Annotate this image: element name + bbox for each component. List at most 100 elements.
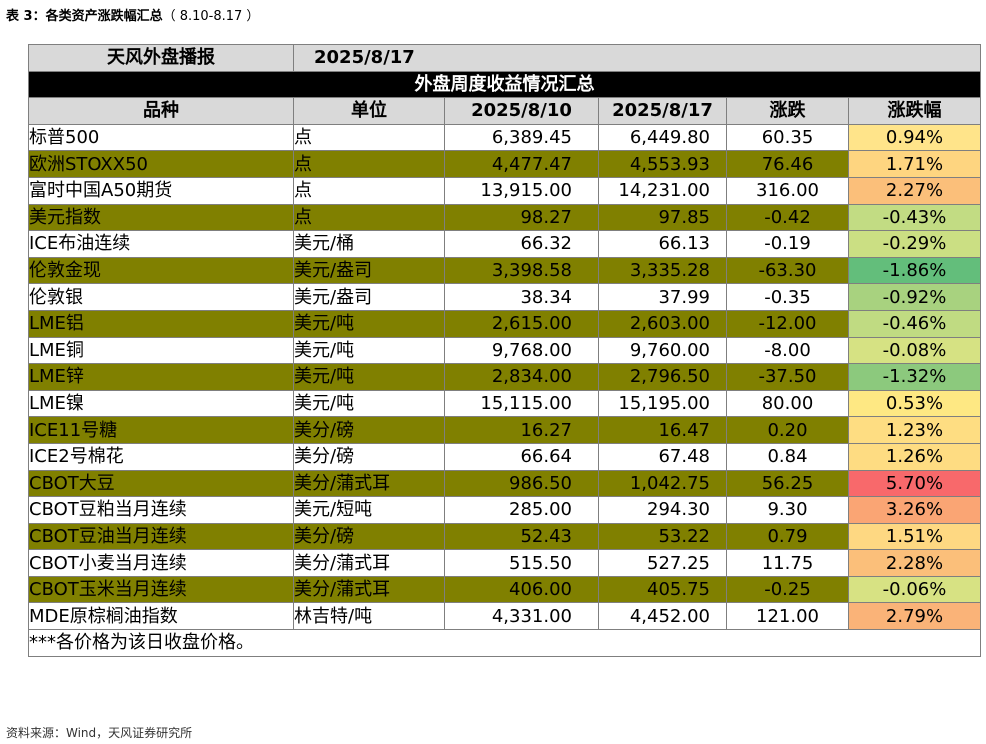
- change-value: -12.00: [726, 309, 849, 338]
- change-pct: 2.28%: [847, 549, 982, 577]
- curr-close: 1,042.75: [598, 469, 727, 498]
- change-value: 80.00: [726, 389, 849, 418]
- table-row: 欧洲STOXX50 点 4,477.47 4,553.93 76.46 1.71%: [28, 150, 982, 178]
- asset-name: ICE11号糖: [28, 416, 294, 444]
- curr-close: 67.48: [598, 442, 727, 471]
- asset-name: 伦敦金现: [28, 256, 294, 285]
- table-row: ICE2号棉花 美分/磅 66.64 67.48 0.84 1.26%: [28, 442, 982, 471]
- table-row: LME锌 美元/吨 2,834.00 2,796.50 -37.50 -1.32%: [28, 363, 982, 391]
- asset-name: ICE2号棉花: [28, 442, 294, 471]
- asset-name: 标普500: [28, 123, 294, 152]
- asset-name: CBOT小麦当月连续: [28, 549, 294, 577]
- change-value: 76.46: [726, 150, 849, 178]
- asset-unit: 美元/桶: [293, 230, 445, 258]
- prev-close: 9,768.00: [444, 336, 599, 365]
- asset-name: CBOT玉米当月连续: [28, 575, 294, 604]
- asset-unit: 美分/磅: [293, 522, 445, 551]
- table-row: CBOT玉米当月连续 美分/蒲式耳 406.00 405.75 -0.25 -0.06%: [28, 575, 982, 604]
- report-title: 外盘周度收益情况汇总: [27, 70, 982, 99]
- asset-name: CBOT豆粕当月连续: [28, 496, 294, 524]
- prev-close: 4,477.47: [444, 150, 599, 178]
- change-value: 0.84: [726, 442, 849, 471]
- asset-unit: 点: [293, 123, 445, 152]
- curr-close: 294.30: [598, 496, 727, 524]
- prev-close: 98.27: [444, 203, 599, 232]
- asset-name: LME铜: [28, 336, 294, 365]
- asset-name: 美元指数: [28, 203, 294, 232]
- prev-close: 285.00: [444, 496, 599, 524]
- table-row: CBOT豆油当月连续 美分/磅 52.43 53.22 0.79 1.51%: [28, 522, 982, 551]
- change-pct: -0.43%: [847, 203, 982, 232]
- caption-range: （ 8.10-8.17 ）: [162, 9, 260, 24]
- asset-unit: 点: [293, 150, 445, 178]
- asset-name: LME铝: [28, 309, 294, 338]
- prev-close: 13,915.00: [444, 176, 599, 205]
- table-row: MDE原棕榈油指数 林吉特/吨 4,331.00 4,452.00 121.00 2.79…: [28, 602, 982, 631]
- change-value: -37.50: [726, 363, 849, 391]
- asset-unit: 美元/吨: [293, 363, 445, 391]
- change-value: -0.19: [726, 230, 849, 258]
- prev-close: 38.34: [444, 283, 599, 311]
- asset-name: 欧洲STOXX50: [28, 150, 294, 178]
- header-change-pct: 涨跌幅: [847, 97, 982, 125]
- table-row: 富时中国A50期货点 13,915.00 14,231.00 316.00 2.27%: [28, 176, 982, 205]
- change-pct: 1.26%: [847, 442, 982, 471]
- report-title-row: 外盘周度收益情况汇总: [27, 70, 982, 99]
- change-value: -0.25: [726, 575, 849, 604]
- note-row: ***各价格为该日收盘价格。: [27, 629, 982, 657]
- table-row: LME铜 美元/吨 9,768.00 9,760.00 -8.00 -0.08%: [28, 336, 982, 365]
- curr-close: 14,231.00: [598, 176, 727, 205]
- change-pct: 2.79%: [847, 602, 982, 631]
- asset-name: CBOT豆油当月连续: [28, 522, 294, 551]
- curr-close: 527.25: [598, 549, 727, 577]
- change-value: 0.79: [726, 522, 849, 551]
- change-value: 0.20: [726, 416, 849, 444]
- curr-close: 4,553.93: [598, 150, 727, 178]
- curr-close: 3,335.28: [598, 256, 727, 285]
- asset-unit: 美元/盎司: [293, 283, 445, 311]
- table-row: 伦敦银 美元/盎司 38.34 37.99 -0.35 -0.92%: [28, 283, 982, 311]
- change-pct: 3.26%: [847, 496, 982, 524]
- change-pct: -1.86%: [847, 256, 982, 285]
- prev-close: 52.43: [444, 522, 599, 551]
- header-curr-date: 2025/8/17: [598, 97, 727, 125]
- curr-close: 15,195.00: [598, 389, 727, 418]
- curr-close: 97.85: [598, 203, 727, 232]
- asset-name: ICE布油连续: [28, 230, 294, 258]
- curr-close: 2,796.50: [598, 363, 727, 391]
- header-unit: 单位: [293, 97, 445, 125]
- change-pct: 1.51%: [847, 522, 982, 551]
- asset-unit: 美元/短吨: [293, 496, 445, 524]
- asset-unit: 美分/蒲式耳: [293, 575, 445, 604]
- asset-unit: 美分/磅: [293, 416, 445, 444]
- asset-unit: 林吉特/吨: [293, 602, 445, 631]
- table-row: 美元指数点 98.27 97.85 -0.42 -0.43%: [28, 203, 982, 232]
- curr-close: 53.22: [598, 522, 727, 551]
- asset-name: CBOT大豆: [28, 469, 294, 498]
- prev-close: 4,331.00: [444, 602, 599, 631]
- header-change: 涨跌: [726, 97, 849, 125]
- change-pct: -0.08%: [847, 336, 982, 365]
- report-name: 天风外盘播报: [28, 44, 294, 72]
- curr-close: 9,760.00: [598, 336, 727, 365]
- prev-close: 66.64: [444, 442, 599, 471]
- change-value: 60.35: [726, 123, 849, 152]
- change-value: 316.00: [726, 176, 849, 205]
- asset-unit: 美分/磅: [293, 442, 445, 471]
- change-pct: -0.06%: [847, 575, 982, 604]
- footnote: ***各价格为该日收盘价格。: [27, 629, 982, 657]
- prev-close: 2,615.00: [444, 309, 599, 338]
- asset-unit: 点: [293, 176, 445, 205]
- change-pct: 5.70%: [847, 469, 982, 498]
- asset-unit: 美元/吨: [293, 389, 445, 418]
- curr-close: 2,603.00: [598, 309, 727, 338]
- source-note: 资料来源：Wind，天风证券研究所: [6, 726, 193, 740]
- change-value: 121.00: [726, 602, 849, 631]
- prev-close: 515.50: [444, 549, 599, 577]
- table-row: ICE布油连续 美元/桶 66.32 66.13 -0.19 -0.29%: [28, 230, 982, 258]
- table-row: 伦敦金现 美元/盎司 3,398.58 3,335.28 -63.30 -1.86%: [28, 256, 982, 285]
- asset-name: LME锌: [28, 363, 294, 391]
- change-value: -0.35: [726, 283, 849, 311]
- asset-name: MDE原棕榈油指数: [28, 602, 294, 631]
- asset-name: LME镍: [28, 389, 294, 418]
